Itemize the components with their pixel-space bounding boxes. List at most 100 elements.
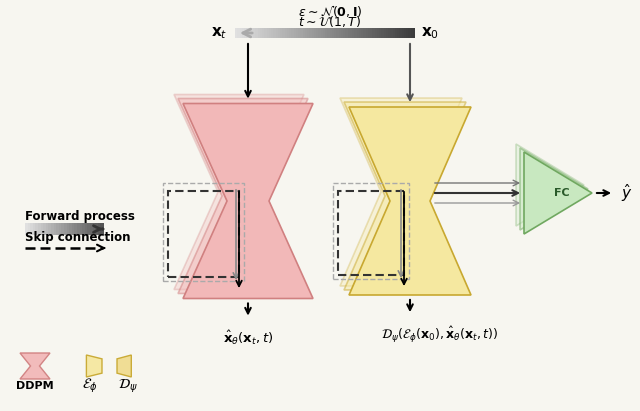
Bar bbox=[379, 28, 381, 38]
Bar bbox=[35, 223, 38, 235]
Polygon shape bbox=[117, 355, 131, 377]
Bar bbox=[264, 28, 267, 38]
Polygon shape bbox=[349, 107, 471, 295]
Bar bbox=[383, 28, 386, 38]
Bar bbox=[77, 223, 80, 235]
Bar bbox=[348, 28, 350, 38]
Text: $\mathcal{D}_{\psi}(\mathcal{E}_{\phi}(\mathbf{x}_0), \hat{\mathbf{x}}_{\theta}(: $\mathcal{D}_{\psi}(\mathcal{E}_{\phi}(\… bbox=[381, 325, 499, 345]
Bar bbox=[69, 223, 72, 235]
Bar bbox=[397, 28, 399, 38]
Bar bbox=[386, 28, 388, 38]
Bar bbox=[332, 28, 334, 38]
Bar bbox=[289, 28, 292, 38]
Bar bbox=[365, 28, 368, 38]
Bar bbox=[248, 28, 251, 38]
Bar bbox=[370, 28, 372, 38]
Bar bbox=[372, 28, 375, 38]
Text: $\mathcal{E}_{\phi}$: $\mathcal{E}_{\phi}$ bbox=[82, 377, 98, 395]
Bar bbox=[312, 28, 314, 38]
Bar bbox=[51, 223, 54, 235]
Bar bbox=[282, 28, 285, 38]
Bar bbox=[298, 28, 301, 38]
Bar bbox=[321, 28, 323, 38]
Bar bbox=[352, 28, 355, 38]
Text: $\hat{y}$: $\hat{y}$ bbox=[621, 182, 633, 204]
Bar bbox=[349, 28, 352, 38]
Bar bbox=[84, 223, 88, 235]
Text: $t \sim \mathcal{U}(1, T)$: $t \sim \mathcal{U}(1, T)$ bbox=[298, 14, 362, 28]
Polygon shape bbox=[516, 144, 584, 226]
Bar bbox=[374, 28, 377, 38]
Text: $\epsilon \sim \mathcal{N}(\mathbf{0}, \mathbf{I})$: $\epsilon \sim \mathcal{N}(\mathbf{0}, \… bbox=[298, 3, 362, 19]
Bar bbox=[368, 28, 371, 38]
Bar bbox=[59, 223, 62, 235]
Bar bbox=[90, 223, 93, 235]
Bar bbox=[253, 28, 255, 38]
Bar bbox=[356, 28, 359, 38]
Bar bbox=[345, 28, 348, 38]
Bar bbox=[327, 28, 330, 38]
Bar bbox=[336, 28, 339, 38]
Bar bbox=[46, 223, 49, 235]
Bar bbox=[305, 28, 307, 38]
Bar bbox=[38, 223, 41, 235]
Bar bbox=[25, 223, 28, 235]
Bar bbox=[413, 28, 415, 38]
Bar bbox=[404, 28, 406, 38]
Polygon shape bbox=[344, 102, 466, 290]
Bar bbox=[300, 28, 303, 38]
Bar bbox=[278, 28, 280, 38]
Bar bbox=[67, 223, 70, 235]
Bar bbox=[285, 28, 287, 38]
Bar bbox=[242, 28, 244, 38]
Bar bbox=[239, 28, 242, 38]
Polygon shape bbox=[524, 152, 592, 234]
Text: $\mathbf{x}_t$: $\mathbf{x}_t$ bbox=[211, 25, 227, 41]
Bar bbox=[100, 223, 104, 235]
Bar bbox=[314, 28, 316, 38]
Bar bbox=[262, 28, 264, 38]
Bar bbox=[364, 28, 366, 38]
Bar bbox=[318, 28, 321, 38]
Bar bbox=[246, 28, 249, 38]
Bar bbox=[359, 28, 362, 38]
Bar bbox=[235, 28, 237, 38]
Bar bbox=[54, 223, 57, 235]
Polygon shape bbox=[520, 148, 588, 230]
Bar bbox=[307, 28, 310, 38]
Text: $\mathbf{x}_0$: $\mathbf{x}_0$ bbox=[421, 25, 439, 41]
Polygon shape bbox=[178, 99, 308, 293]
Bar bbox=[296, 28, 298, 38]
Bar bbox=[74, 223, 77, 235]
Bar bbox=[269, 28, 271, 38]
Bar bbox=[316, 28, 319, 38]
Bar bbox=[390, 28, 393, 38]
Polygon shape bbox=[340, 98, 462, 286]
Bar bbox=[287, 28, 289, 38]
Bar bbox=[72, 223, 75, 235]
Bar bbox=[377, 28, 380, 38]
Bar bbox=[237, 28, 240, 38]
Bar bbox=[339, 28, 341, 38]
Bar bbox=[280, 28, 282, 38]
Bar bbox=[340, 28, 343, 38]
Text: $\hat{\mathbf{x}}_{\theta}(\mathbf{x}_t, t)$: $\hat{\mathbf{x}}_{\theta}(\mathbf{x}_t,… bbox=[223, 328, 273, 347]
Bar bbox=[343, 28, 346, 38]
Bar bbox=[49, 223, 51, 235]
Bar bbox=[273, 28, 276, 38]
Bar bbox=[325, 28, 328, 38]
Bar bbox=[33, 223, 36, 235]
Bar bbox=[44, 223, 46, 235]
Text: Skip connection: Skip connection bbox=[25, 231, 131, 243]
Bar bbox=[271, 28, 273, 38]
Bar bbox=[40, 223, 44, 235]
Polygon shape bbox=[20, 353, 50, 379]
Bar bbox=[408, 28, 411, 38]
Bar bbox=[28, 223, 31, 235]
Bar bbox=[257, 28, 260, 38]
Bar bbox=[333, 183, 409, 279]
Bar bbox=[291, 28, 294, 38]
Bar bbox=[88, 223, 90, 235]
Bar bbox=[392, 28, 395, 38]
Text: $\mathcal{D}_{\psi}$: $\mathcal{D}_{\psi}$ bbox=[118, 377, 138, 395]
